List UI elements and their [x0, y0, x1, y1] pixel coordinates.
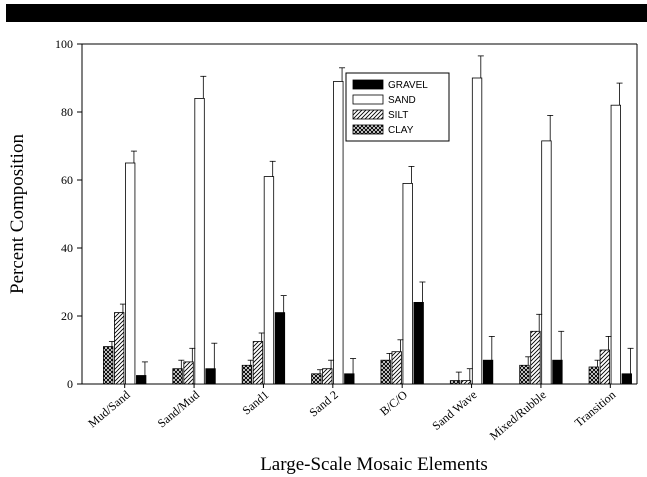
- legend-swatch-silt: [353, 110, 383, 119]
- bar-gravel-0: [136, 376, 146, 385]
- bar-clay-7: [589, 367, 599, 384]
- bar-sand-4: [403, 183, 413, 384]
- y-tick-label: 100: [55, 37, 73, 51]
- bar-sand-0: [125, 163, 135, 384]
- bar-sand-3: [334, 81, 344, 384]
- bar-sand-2: [264, 177, 274, 384]
- bar-gravel-7: [622, 374, 632, 384]
- x-tick-label: Sand Wave: [429, 388, 479, 433]
- y-tick-label: 20: [61, 309, 73, 323]
- legend-swatch-sand: [353, 95, 383, 104]
- x-tick-label: Transition: [572, 388, 618, 430]
- bar-gravel-6: [553, 360, 563, 384]
- x-tick-label: Sand1: [239, 388, 271, 418]
- bar-gravel-3: [345, 374, 355, 384]
- bar-silt-7: [600, 350, 610, 384]
- bar-silt-1: [184, 362, 194, 384]
- legend: GRAVEL SAND SILT CLAY: [346, 73, 449, 141]
- y-tick-label: 0: [67, 377, 73, 391]
- y-tick-label: 60: [61, 173, 73, 187]
- bar-clay-1: [173, 369, 183, 384]
- y-tick-label: 40: [61, 241, 73, 255]
- bar-gravel-4: [414, 302, 424, 384]
- x-axis-title: Large-Scale Mosaic Elements: [260, 454, 488, 475]
- bar-gravel-2: [275, 313, 285, 384]
- bar-sand-7: [611, 105, 621, 384]
- bar-gravel-1: [206, 369, 216, 384]
- bar-gravel-5: [483, 360, 493, 384]
- y-tick-label: 80: [61, 105, 73, 119]
- legend-swatch-clay: [353, 125, 383, 134]
- bar-sand-1: [195, 98, 205, 384]
- x-tick-label: Mud/Sand: [85, 388, 132, 431]
- bar-silt-0: [114, 313, 124, 384]
- bar-sand-5: [472, 78, 482, 384]
- bar-silt-2: [253, 342, 263, 385]
- x-tick-label: B/C/O: [377, 387, 410, 418]
- bar-clay-2: [242, 365, 252, 384]
- bar-silt-6: [531, 331, 541, 384]
- legend-swatch-gravel: [353, 80, 383, 89]
- bar-silt-4: [392, 352, 402, 384]
- bar-clay-4: [381, 360, 391, 384]
- bar-silt-5: [461, 381, 471, 384]
- y-axis-title: Percent Composition: [7, 134, 28, 294]
- x-tick-label: Sand/Mud: [155, 388, 202, 431]
- legend-label-gravel: GRAVEL: [388, 80, 428, 91]
- x-tick-label: Mixed/Rubble: [487, 388, 549, 443]
- x-tick-label: Sand 2: [306, 388, 340, 420]
- bar-clay-3: [312, 374, 322, 384]
- legend-label-sand: SAND: [388, 95, 416, 106]
- bar-silt-3: [323, 369, 333, 384]
- bar-clay-0: [103, 347, 113, 384]
- bar-clay-5: [450, 381, 460, 384]
- bar-sand-6: [542, 141, 552, 384]
- legend-label-clay: CLAY: [388, 125, 414, 136]
- legend-label-silt: SILT: [388, 110, 408, 121]
- bar-clay-6: [520, 365, 530, 384]
